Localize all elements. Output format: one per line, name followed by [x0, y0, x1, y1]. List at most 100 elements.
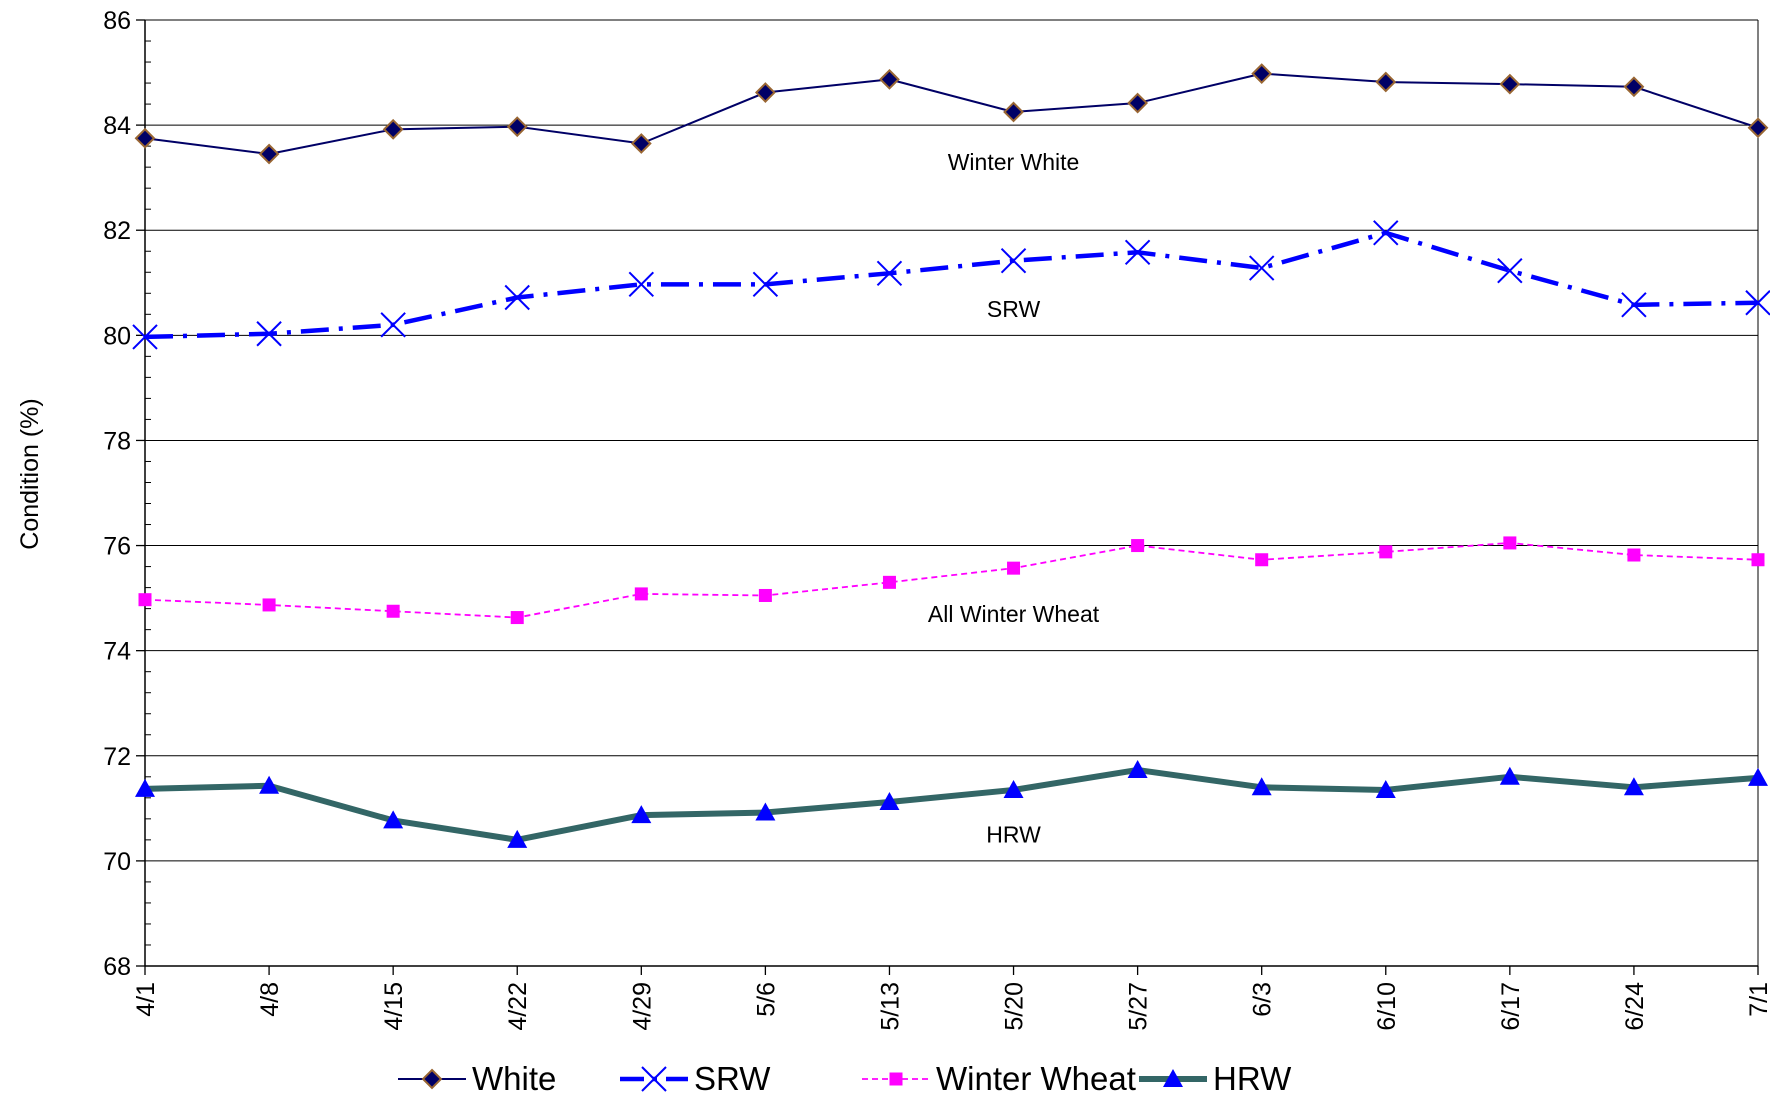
data-point-marker: [1163, 1069, 1183, 1087]
x-tick-label: 4/29: [628, 982, 656, 1031]
data-point-marker: [1000, 247, 1027, 274]
marker-stroke: [1497, 257, 1523, 284]
x-tick-label: 4/1: [132, 982, 160, 1017]
data-point-marker: [1748, 767, 1768, 786]
y-tick-label: 84: [103, 112, 131, 140]
gridlines: [145, 19, 1758, 967]
y-tick-label: 72: [103, 743, 131, 771]
x-tick-label: 6/24: [1621, 982, 1649, 1031]
y-tick-label: 76: [103, 533, 131, 561]
series-annotation: All Winter Wheat: [928, 601, 1100, 627]
axes: [136, 19, 1759, 975]
x-tick-label: 5/20: [1001, 982, 1029, 1031]
data-point-marker: [1251, 63, 1273, 85]
data-point-marker: [1747, 117, 1769, 139]
y-tick-label: 68: [103, 953, 131, 981]
y-axis-label: Condition (%): [16, 398, 44, 549]
data-point-marker: [262, 598, 276, 612]
series-winter-wheat: [138, 536, 1765, 625]
legend-label: Winter Wheat: [936, 1060, 1136, 1097]
y-tick-label: 86: [103, 7, 131, 35]
data-point-marker: [752, 271, 779, 298]
data-point-marker: [380, 312, 406, 338]
data-point-marker: [134, 127, 156, 149]
series-annotations: Winter White SRW All Winter Wheat HRW: [928, 149, 1100, 848]
data-point-marker: [631, 805, 652, 824]
marker-stroke: [132, 324, 158, 350]
x-tick-label: 4/15: [380, 982, 408, 1031]
data-point-marker: [879, 792, 900, 811]
legend-label: White: [472, 1060, 556, 1097]
data-point-marker: [755, 802, 776, 821]
x-tick-label: 7/1: [1745, 982, 1770, 1017]
data-point-marker: [507, 829, 528, 848]
data-point-marker: [1251, 777, 1272, 796]
data-point-marker: [510, 611, 524, 625]
data-point-marker: [135, 778, 155, 797]
data-point-marker: [421, 1068, 443, 1090]
series-lines: [132, 63, 1770, 848]
x-tick-label: 4/22: [504, 982, 532, 1031]
marker-stroke: [1373, 220, 1399, 246]
data-point-marker: [876, 260, 903, 287]
data-point-marker: [1503, 536, 1517, 550]
data-point-marker: [258, 143, 280, 165]
data-point-marker: [1623, 777, 1644, 796]
data-point-marker: [628, 271, 655, 298]
data-point-marker: [1124, 239, 1151, 266]
data-point-marker: [879, 68, 900, 90]
legend-item-srw: SRW: [620, 1060, 771, 1097]
marker-stroke: [628, 271, 655, 298]
legend-label: HRW: [1213, 1060, 1292, 1097]
x-tick-label: 6/10: [1373, 982, 1401, 1031]
data-point-marker: [1379, 545, 1393, 559]
data-point-marker: [1621, 292, 1647, 318]
data-point-marker: [1007, 561, 1021, 575]
series-line: [144, 542, 1759, 619]
series-hrw: [135, 759, 1768, 848]
series-srw: [132, 220, 1770, 350]
data-point-marker: [1497, 257, 1523, 284]
data-point-marker: [1499, 766, 1520, 785]
x-axis-tick-labels: 4/1 4/8 4/15 4/22 4/29 5/6 5/13 5/20 5/27 6/3 6/10…: [132, 982, 1770, 1031]
data-point-marker: [1131, 539, 1145, 553]
data-point-marker: [1003, 101, 1024, 123]
data-point-marker: [386, 604, 400, 618]
y-tick-label: 70: [103, 848, 131, 876]
x-tick-label: 5/13: [876, 982, 904, 1031]
data-point-marker: [754, 82, 776, 103]
series-annotation: SRW: [987, 296, 1041, 322]
data-point-marker: [1127, 759, 1148, 778]
series-annotation: Winter White: [948, 149, 1080, 175]
data-point-marker: [630, 133, 652, 154]
y-tick-label: 80: [103, 322, 131, 350]
x-tick-label: 4/8: [256, 982, 284, 1017]
data-point-marker: [256, 321, 282, 347]
data-point-marker: [1375, 71, 1397, 93]
data-point-marker: [382, 118, 404, 140]
marker-stroke: [1000, 247, 1027, 274]
data-point-marker: [1745, 290, 1770, 316]
data-point-marker: [1623, 76, 1645, 98]
legend-label: SRW: [694, 1060, 771, 1097]
data-point-marker: [882, 575, 896, 589]
data-point-marker: [1751, 553, 1765, 567]
legend-item-winter-wheat: Winter Wheat: [862, 1060, 1136, 1097]
data-point-marker: [383, 810, 404, 829]
legend-item-white: White: [398, 1060, 556, 1097]
data-point-marker: [504, 284, 530, 311]
marker-stroke: [256, 321, 282, 347]
data-point-marker: [634, 587, 648, 601]
data-point-marker: [1375, 779, 1396, 798]
series-line: [144, 766, 1759, 843]
marker-stroke: [1745, 290, 1770, 316]
y-tick-label: 82: [103, 217, 131, 245]
marker-stroke: [1621, 292, 1647, 318]
x-tick-label: 5/27: [1125, 982, 1153, 1031]
data-point-marker: [1248, 255, 1275, 281]
y-axis-tick-labels: 68 70 72 74 76 78 80 82 84 86: [103, 7, 131, 981]
data-point-marker: [259, 775, 280, 794]
series-line: [144, 72, 1759, 156]
marker-stroke: [752, 271, 779, 298]
series-white: [134, 63, 1769, 165]
